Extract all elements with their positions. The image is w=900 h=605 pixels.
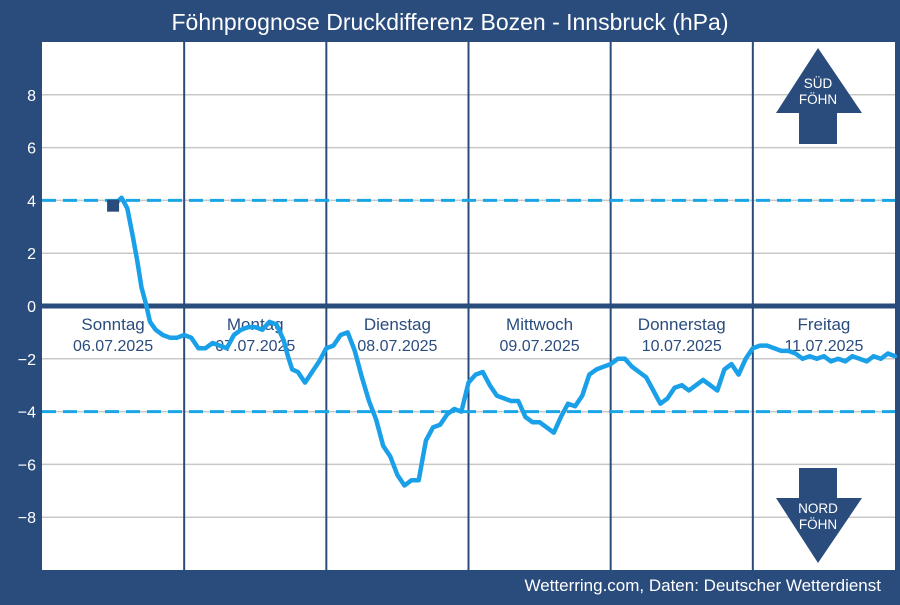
y-tick-label: −2 [18, 352, 36, 369]
series-line [110, 195, 898, 488]
y-tick-label: −8 [18, 510, 36, 527]
day-name-label: Freitag [797, 315, 850, 334]
day-labels: Sonntag06.07.2025Montag07.07.2025Diensta… [73, 315, 863, 355]
day-name-label: Donnerstag [638, 315, 726, 334]
current-marker [107, 199, 120, 212]
day-date-label: 08.07.2025 [357, 338, 437, 355]
y-tick-label: −6 [18, 457, 36, 474]
y-tick-label: 2 [27, 246, 36, 263]
data-source: Wetterring.com, Daten: Deutscher Wetterd… [524, 576, 881, 595]
day-date-label: 06.07.2025 [73, 338, 153, 355]
day-name-label: Mittwoch [506, 315, 573, 334]
sued-foehn-label: SÜD [804, 76, 833, 91]
y-tick-label: 0 [27, 299, 36, 316]
series-layer [107, 195, 898, 488]
day-name-label: Sonntag [81, 315, 144, 334]
threshold-lines [42, 198, 895, 414]
nord-foehn-label: NORD [798, 501, 838, 516]
sued-foehn-arrow-icon [776, 48, 862, 144]
y-tick-label: 4 [27, 193, 36, 210]
day-date-label: 09.07.2025 [500, 338, 580, 355]
y-tick-label: 6 [27, 141, 36, 158]
day-date-label: 10.07.2025 [642, 338, 722, 355]
y-tick-labels: −8 −6 −4 −2 0 2 4 6 8 [18, 88, 36, 527]
y-tick-label: −4 [18, 405, 36, 422]
day-name-label: Dienstag [364, 315, 431, 334]
y-tick-label: 8 [27, 88, 36, 105]
day-date-label: 11.07.2025 [784, 338, 863, 355]
day-date-label: 07.07.2025 [215, 338, 295, 355]
chart-title: Föhnprognose Druckdifferenz Bozen - Inns… [172, 9, 729, 35]
sued-foehn-label: FÖHN [799, 92, 837, 107]
nord-foehn-label: FÖHN [799, 517, 837, 532]
nord-foehn-arrow-icon [776, 468, 862, 563]
